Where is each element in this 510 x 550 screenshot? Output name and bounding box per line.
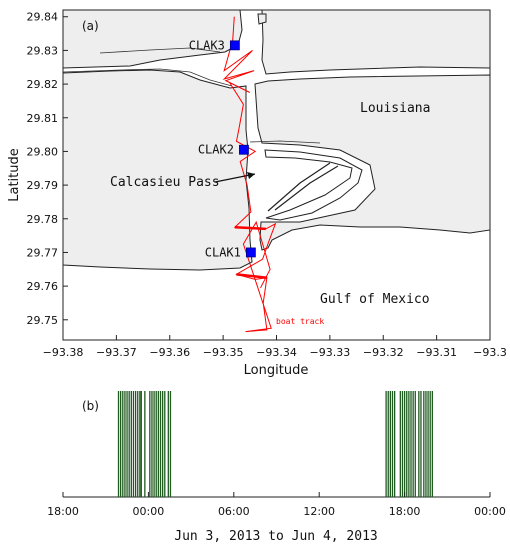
map-x-tick-label: −93.31 xyxy=(416,346,457,359)
map-x-tick-label: −93.35 xyxy=(203,346,244,359)
map-y-axis-label: Latitude xyxy=(7,148,22,202)
map-x-tick-label: −93.34 xyxy=(256,346,297,359)
timeline-tick-label: 18:00 xyxy=(389,505,421,518)
pass-arrowhead xyxy=(247,172,255,179)
timeline-tick-label: 00:00 xyxy=(474,505,506,518)
map-x-tick-label: −93.36 xyxy=(149,346,190,359)
map-y-tick-label: 29.76 xyxy=(27,280,59,293)
timeline-tick-label: 06:00 xyxy=(218,505,250,518)
boat-track-segment xyxy=(234,225,266,231)
timeline-axis: 18:00 00:00 06:00 12:00 18:00 00:00 xyxy=(47,492,506,518)
station-label: CLAK3 xyxy=(189,38,225,52)
station-marker xyxy=(239,144,249,155)
pass-jetty xyxy=(267,162,339,212)
map-x-tick-label: −93.38 xyxy=(43,346,84,359)
map-x-tick-label: −93.33 xyxy=(310,346,351,359)
map-y-tick-label: 29.77 xyxy=(27,246,59,259)
timeline-x-axis-label: Jun 3, 2013 to Jun 4, 2013 xyxy=(174,529,378,544)
map-y-tick-label: 29.82 xyxy=(27,78,59,91)
land-west xyxy=(62,69,253,271)
station-label: CLAK1 xyxy=(205,245,241,259)
inner-waterway xyxy=(62,47,321,144)
map-y-tick-label: 29.79 xyxy=(27,179,59,192)
calcasieu-pass-label: Calcasieu Pass xyxy=(110,175,220,190)
map-panel-label: (a) xyxy=(82,19,99,33)
map-panel: CLAK3 CLAK2 CLAK1 −93.38 −93.37 −93.36 −93.35… xyxy=(7,9,507,378)
pass-spit xyxy=(264,149,363,221)
channel-island xyxy=(257,13,267,25)
station-label: CLAK2 xyxy=(198,143,234,157)
boat-track-segment xyxy=(236,273,268,279)
timeline-tick-label: 18:00 xyxy=(47,505,79,518)
boat-track-line xyxy=(222,16,277,333)
station-marker xyxy=(229,40,240,51)
boat-track xyxy=(222,16,277,333)
map-y-tick-label: 29.78 xyxy=(27,213,59,226)
station-marker xyxy=(245,247,256,258)
map-x-tick-label: −93.3 xyxy=(473,346,507,359)
event-bars xyxy=(117,391,434,497)
map-x-tick-label: −93.37 xyxy=(96,346,137,359)
map-y-tick-label: 29.81 xyxy=(27,112,59,125)
timeline-tick-label: 00:00 xyxy=(133,505,165,518)
land-north-west xyxy=(62,9,243,69)
map-axes: −93.38 −93.37 −93.36 −93.35 −93.34 −93.33 −93.… xyxy=(27,11,507,359)
timeline-panel-label: (b) xyxy=(82,399,99,413)
map-y-tick-label: 29.83 xyxy=(27,44,59,57)
louisiana-label: Louisiana xyxy=(360,101,430,116)
map-y-tick-label: 29.75 xyxy=(27,314,59,327)
map-y-tick-label: 29.80 xyxy=(27,145,59,158)
timeline-panel: 18:00 00:00 06:00 12:00 18:00 00:00 (b) Jun 3… xyxy=(47,391,506,544)
gulf-label: Gulf of Mexico xyxy=(320,292,430,307)
timeline-tick-label: 12:00 xyxy=(303,505,335,518)
map-x-axis-label: Longitude xyxy=(244,363,309,378)
boat-track-label: boat track xyxy=(276,317,324,326)
stations: CLAK3 CLAK2 CLAK1 xyxy=(189,38,256,259)
map-x-tick-label: −93.32 xyxy=(363,346,404,359)
map-y-tick-label: 29.84 xyxy=(27,11,59,24)
land-north-east xyxy=(261,9,491,75)
